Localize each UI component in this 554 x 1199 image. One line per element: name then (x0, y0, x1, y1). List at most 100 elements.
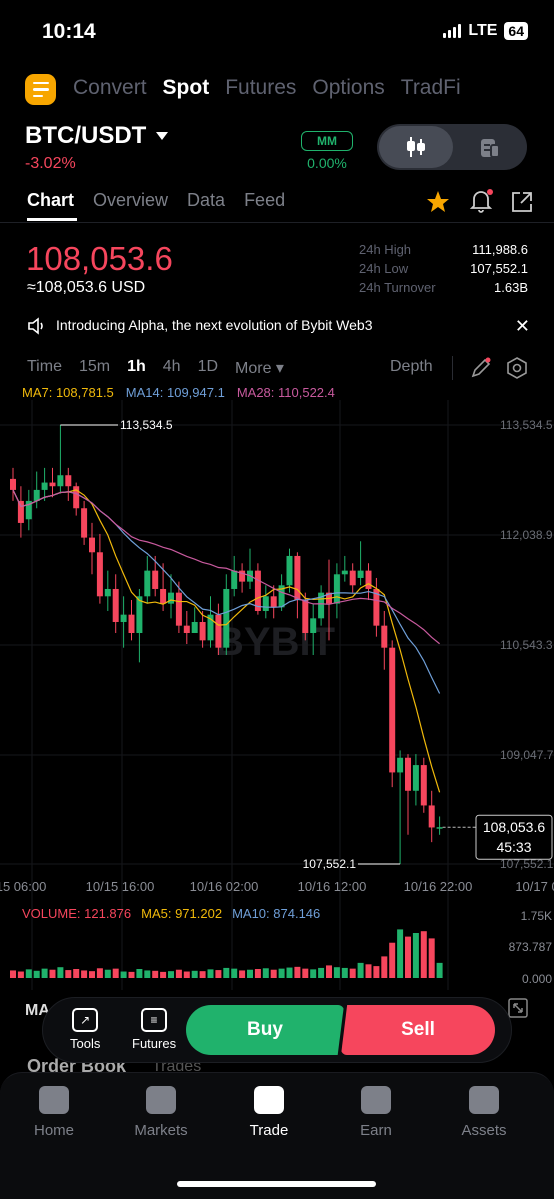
ma7-line (12, 489, 441, 793)
chart-settings-icon[interactable] (505, 356, 529, 380)
buy-button[interactable]: Buy (186, 1005, 344, 1055)
share-icon[interactable] (510, 190, 534, 214)
candle (191, 621, 198, 634)
network-label: LTE (468, 22, 498, 39)
volume-bar (286, 967, 293, 978)
nav-earn-label: Earn (360, 1122, 392, 1139)
high-marker-label: 113,534.5 (120, 418, 173, 432)
tools-button[interactable]: ↗ Tools (70, 1008, 100, 1051)
tools-icon: ↗ (72, 1008, 99, 1032)
volume-bar (144, 970, 151, 978)
volume-tick-label: 0.000 (522, 972, 552, 986)
volume-bar (73, 969, 80, 978)
price-chart[interactable]: BYBIT 113,534.5 112,038.9 110,543.3 109,047… (0, 400, 554, 990)
tab-chart[interactable]: Chart (27, 190, 75, 210)
candle (17, 500, 24, 523)
volume-bar (381, 956, 388, 978)
volume-bar (152, 970, 159, 978)
volume-tick-label: 1.75K (521, 909, 552, 923)
candle (96, 552, 103, 597)
top-nav-options[interactable]: Options (312, 76, 385, 99)
candle (81, 508, 88, 538)
futures-button[interactable]: ≡ Futures (132, 1008, 176, 1051)
wallet-icon (469, 1086, 499, 1114)
candle (278, 585, 285, 608)
volume-bar (318, 967, 325, 978)
expand-icon[interactable] (508, 998, 528, 1018)
tools-label: Tools (70, 1036, 101, 1051)
view-toggle[interactable] (377, 124, 527, 170)
top-nav-futures[interactable]: Futures (225, 76, 297, 99)
draw-pencil-icon[interactable] (469, 356, 493, 380)
timeframe-1h[interactable]: 1h (127, 358, 146, 375)
tab-data[interactable]: Data (187, 190, 226, 210)
candle (33, 489, 40, 501)
candlestick-icon[interactable] (405, 135, 427, 159)
x-tick-label: 10/17 0 (515, 879, 554, 894)
volume-bar (128, 971, 135, 978)
volume-bar (436, 962, 443, 978)
candle (436, 827, 443, 829)
volume-bar (17, 971, 24, 978)
candle (168, 592, 174, 604)
candle (381, 625, 388, 648)
volume-bar (175, 969, 182, 978)
candle (420, 765, 427, 806)
volume-bar (112, 968, 119, 978)
bell-icon[interactable] (469, 188, 495, 214)
battery-icon: 64 (504, 22, 528, 40)
last-price: 108,053.6 (26, 240, 173, 277)
sell-button[interactable]: Sell (341, 1005, 495, 1055)
volume-bar (49, 969, 56, 978)
candle (262, 596, 269, 611)
candle (89, 537, 95, 553)
candle (112, 588, 119, 622)
announcement-text[interactable]: Introducing Alpha, the next evolution of… (56, 317, 373, 333)
candle (10, 478, 16, 490)
timeframe-1d[interactable]: 1D (197, 358, 219, 375)
pair-selector[interactable]: BTC/USDT (25, 122, 169, 150)
ma28-line (12, 489, 440, 645)
speaker-icon (28, 317, 43, 335)
candle (389, 647, 396, 773)
candle (183, 625, 190, 634)
top-nav-spot[interactable]: Spot (162, 76, 210, 99)
volume-bar (326, 965, 332, 978)
nav-home[interactable]: Home (14, 1086, 94, 1139)
volume-bar (223, 967, 230, 978)
top-nav-tradfi[interactable]: TradFi (400, 76, 461, 99)
volume-bar (357, 962, 364, 978)
pair-name: BTC/USDT (25, 122, 147, 149)
volume-legend: VOLUME: 121.876 MA5: 971.202 MA10: 874.1… (22, 906, 320, 921)
y-tick-label: 113,534.5 (500, 418, 553, 432)
candle (128, 614, 135, 634)
tab-feed[interactable]: Feed (244, 190, 286, 210)
nav-markets[interactable]: Markets (121, 1086, 201, 1139)
stat-low-value: 107,552.1 (470, 261, 528, 276)
timeframe-4h[interactable]: 4h (162, 358, 181, 375)
volume-bar (278, 968, 285, 978)
top-nav-convert[interactable]: Convert (73, 76, 147, 99)
timeframe-more[interactable]: More ▾ (235, 360, 284, 377)
close-icon[interactable]: ✕ (514, 316, 530, 336)
depth-button[interactable]: Depth (390, 358, 433, 375)
nav-markets-label: Markets (134, 1122, 188, 1139)
candle (365, 570, 372, 589)
timeframe-time[interactable]: Time (27, 358, 62, 375)
mm-badge[interactable]: MM (301, 131, 353, 151)
menu-icon[interactable] (25, 74, 56, 105)
volume-tick-label: 873.787 (509, 940, 553, 954)
ma14-value: MA14: 109,947.1 (125, 385, 225, 400)
star-icon[interactable] (426, 190, 450, 214)
nav-trade[interactable]: Trade (229, 1086, 309, 1139)
tab-overview[interactable]: Overview (93, 190, 169, 210)
low-marker-label: 107,552.1 (303, 857, 357, 871)
orderbook-view-icon[interactable] (479, 137, 501, 159)
timeframe-15m[interactable]: 15m (78, 358, 111, 375)
nav-earn[interactable]: Earn (336, 1086, 416, 1139)
x-tick-label: 10/15 06:00 (0, 879, 46, 894)
x-tick-label: 10/16 02:00 (190, 879, 259, 894)
top-nav: Convert Spot Futures Options TradFi (73, 76, 461, 100)
nav-assets[interactable]: Assets (444, 1086, 524, 1139)
volume-bar (294, 966, 301, 978)
